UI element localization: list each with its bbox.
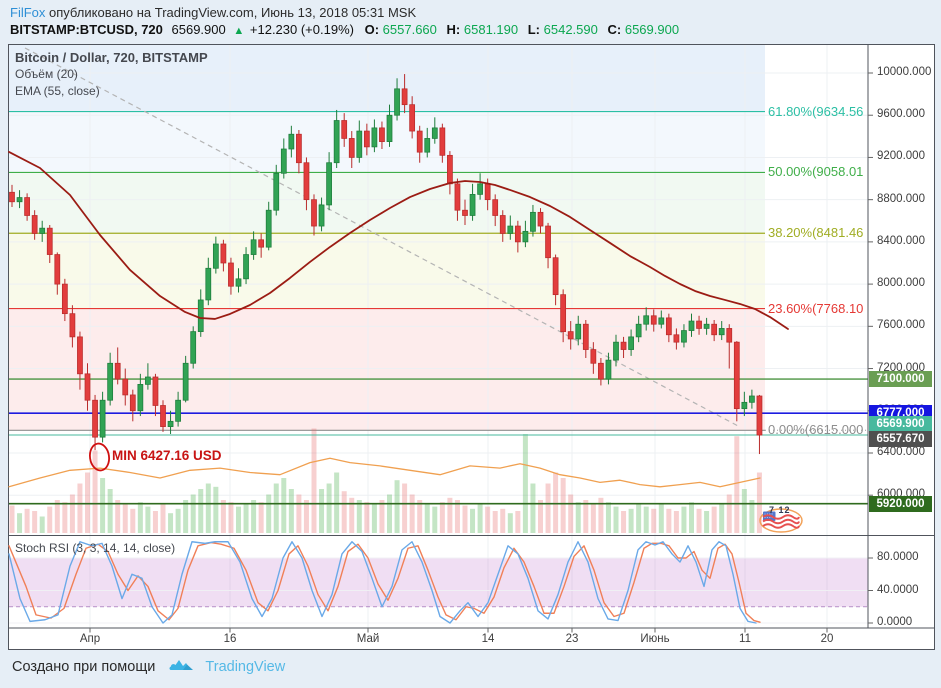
high-label: H: <box>446 22 461 37</box>
open-label: O: <box>364 22 380 37</box>
open-value: 6557.660 <box>382 22 437 37</box>
symbol-name: BITSTAMP:BTCUSD, 720 <box>10 22 163 37</box>
last-price: 6569.900 <box>171 22 226 37</box>
low-value: 6542.590 <box>543 22 598 37</box>
chart-frame <box>8 44 935 650</box>
tradingview-logo-icon <box>169 660 194 670</box>
published-text: опубликовано на TradingView.com, Июнь 13… <box>49 5 417 20</box>
up-arrow-icon: ▲ <box>233 25 245 37</box>
snapshot-header: FilFox опубликовано на TradingView.com, … <box>10 5 416 20</box>
close-value: 6569.900 <box>624 22 680 37</box>
created-with-text: Создано при помощи <box>12 659 156 675</box>
price-change: +12.230 (+0.19%) <box>249 22 354 37</box>
high-value: 6581.190 <box>463 22 519 37</box>
author-link[interactable]: FilFox <box>10 5 46 20</box>
footer-attribution: Создано при помощи TradingView <box>12 657 285 675</box>
close-label: C: <box>607 22 622 37</box>
low-label: L: <box>527 22 541 37</box>
tradingview-brand-link[interactable]: TradingView <box>205 659 286 675</box>
symbol-quote-line: BITSTAMP:BTCUSD, 720 6569.900 ▲ +12.230 … <box>10 22 685 37</box>
